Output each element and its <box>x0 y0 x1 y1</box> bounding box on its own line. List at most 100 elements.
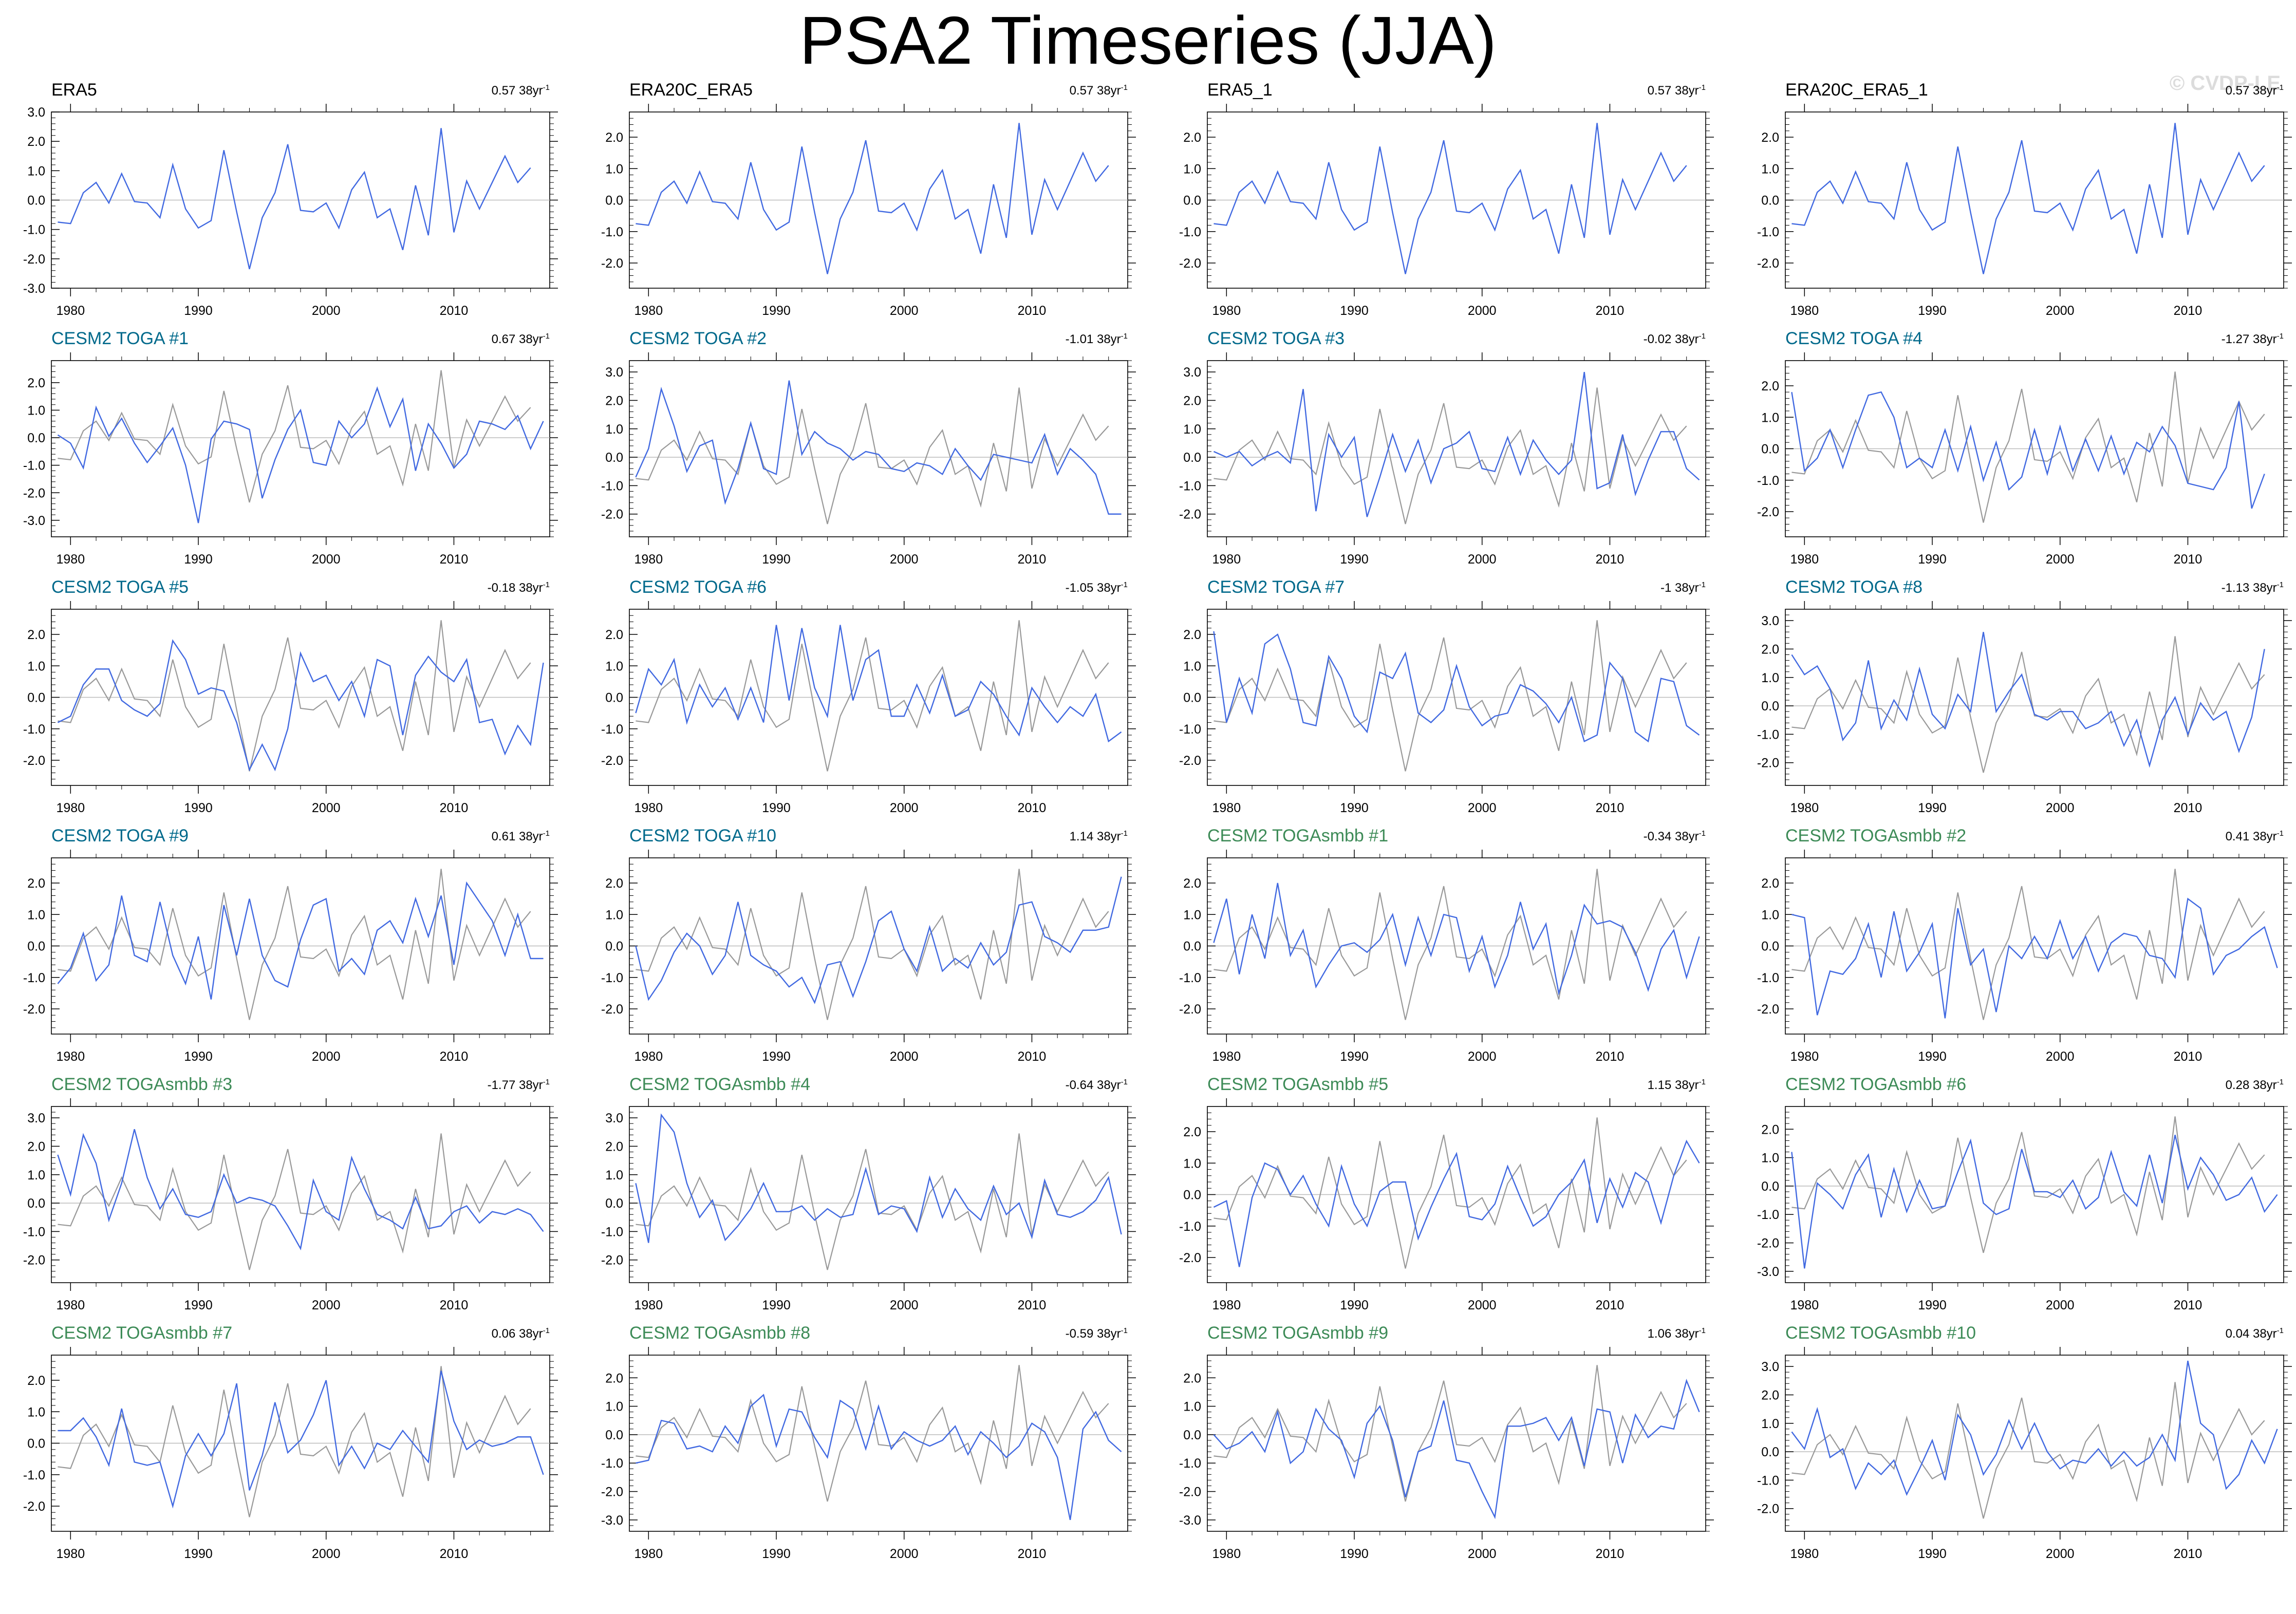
chart-panel: CESM2 TOGAsmbb #2 0.41 38yr-1 2.0 1.0 0.0 -1.… <box>1757 826 2292 1064</box>
trend-unit: 38yr-1 <box>515 83 550 98</box>
y-tick-label: -1.0 <box>601 971 623 985</box>
panel-trend: -1.01 38yr-1 <box>1066 332 1128 347</box>
reference-series-line <box>1214 1117 1687 1269</box>
y-tick-label: 0.0 <box>27 1437 45 1451</box>
reference-series-line <box>636 1365 1109 1502</box>
y-tick-label: -2.0 <box>1179 256 1201 271</box>
trend-unit: 38yr-1 <box>2249 332 2284 346</box>
y-tick-label: -1.0 <box>1179 1219 1201 1234</box>
y-tick-label: -2.0 <box>1179 1251 1201 1265</box>
chart-panel: CESM2 TOGA #6 -1.05 38yr-1 2.0 1.0 0.0 -1.0 -2… <box>601 577 1136 815</box>
y-tick-label: 1.0 <box>1761 1417 1779 1431</box>
y-tick-label: -1.0 <box>1757 1208 1779 1222</box>
y-tick-label: 2.0 <box>1183 876 1201 891</box>
series-line <box>1791 632 2265 768</box>
panel-title: CESM2 TOGA #5 <box>51 577 189 597</box>
x-tick-label: 1980 <box>56 552 85 567</box>
x-tick-label: 2010 <box>440 1049 469 1064</box>
y-tick-label: 1.0 <box>27 659 45 673</box>
x-tick-label: 2000 <box>890 801 919 815</box>
x-tick-label: 2010 <box>2174 801 2202 815</box>
y-tick-label: 3.0 <box>27 1111 45 1125</box>
y-tick-label: 1.0 <box>605 908 623 922</box>
chart-panel: CESM2 TOGA #8 -1.13 38yr-1 3.0 2.0 1.0 0.0 -1.… <box>1757 577 2292 815</box>
chart-panel: CESM2 TOGA #9 0.61 38yr-1 2.0 1.0 0.0 -1.0 -2.… <box>23 826 558 1064</box>
x-tick-label: 2000 <box>2046 552 2075 567</box>
panel-trend: 0.57 38yr-1 <box>1070 83 1128 98</box>
y-tick-label: 1.0 <box>27 1168 45 1183</box>
reference-series-line <box>636 620 1109 772</box>
chart-panel: CESM2 TOGA #1 0.67 38yr-1 2.0 1.0 0.0 -1.0 -2.… <box>23 329 558 567</box>
panel-title: CESM2 TOGAsmbb #1 <box>1207 826 1389 846</box>
panel-plot: 2.0 1.0 0.0 -1.0 -2.0 1980 1990 2000 2010 <box>601 850 1136 1064</box>
x-tick-label: 1990 <box>184 801 213 815</box>
series-line <box>1213 631 1700 743</box>
y-tick-label: 0.0 <box>1761 442 1779 457</box>
reference-series-line <box>1791 371 2265 523</box>
y-tick-label: -2.0 <box>1757 256 1779 271</box>
y-tick-label: 1.0 <box>1183 1400 1201 1414</box>
x-tick-label: 1990 <box>1918 1049 1947 1064</box>
y-tick-label: 2.0 <box>1183 1125 1201 1139</box>
x-tick-label: 1980 <box>1790 801 1819 815</box>
series-line <box>57 639 544 772</box>
plot-frame <box>1785 609 2284 786</box>
x-tick-label: 1990 <box>1340 304 1369 318</box>
chart-panel: CESM2 TOGAsmbb #5 1.15 38yr-1 2.0 1.0 0.0 -1.… <box>1179 1075 1714 1312</box>
panel-plot: 2.0 1.0 0.0 -1.0 -2.0 1980 1990 2000 2010 <box>1757 104 2292 318</box>
y-tick-label: -1.0 <box>23 223 45 237</box>
trend-value: 0.57 <box>2225 84 2250 98</box>
panel-plot: 2.0 1.0 0.0 -1.0 -2.0 -3.0 1980 1990 2000 2010 <box>601 1347 1136 1561</box>
panel-title: CESM2 TOGA #9 <box>51 826 189 846</box>
y-tick-label: 0.0 <box>605 1428 623 1442</box>
x-tick-label: 1980 <box>1790 1547 1819 1561</box>
x-tick-label: 1980 <box>56 801 85 815</box>
reference-series-line <box>58 620 531 772</box>
y-tick-label: -2.0 <box>1757 1236 1779 1251</box>
panel-trend: -0.64 38yr-1 <box>1066 1078 1128 1093</box>
plot-frame <box>51 360 550 537</box>
trend-value: 1.15 <box>1647 1078 1672 1092</box>
chart-panel: CESM2 TOGAsmbb #10 0.04 38yr-1 3.0 2.0 1.0 0.… <box>1757 1323 2292 1561</box>
y-tick-label: -2.0 <box>601 508 623 522</box>
y-tick-label: 1.0 <box>1183 659 1201 673</box>
panel-title: CESM2 TOGAsmbb #9 <box>1207 1323 1389 1343</box>
series-line <box>636 123 1109 274</box>
y-tick-label: 2.0 <box>27 1139 45 1154</box>
trend-value: -1.77 <box>487 1078 516 1092</box>
series-line <box>1791 1360 2278 1496</box>
x-tick-label: 2010 <box>440 801 469 815</box>
y-tick-label: 2.0 <box>1183 130 1201 145</box>
trend-unit: 38yr-1 <box>2249 580 2284 595</box>
panel-plot: 2.0 1.0 0.0 -1.0 -2.0 -3.0 1980 1990 2000 2010 <box>23 352 558 567</box>
series-line <box>635 1113 1122 1243</box>
panel-trend: -0.18 38yr-1 <box>488 580 550 595</box>
panel-title: ERA5_1 <box>1207 80 1273 100</box>
panel-trend: -1.27 38yr-1 <box>2222 332 2284 347</box>
x-tick-label: 1990 <box>184 1298 213 1312</box>
x-tick-label: 2010 <box>2174 304 2202 318</box>
panel-title: ERA5 <box>51 80 97 100</box>
panel-trend: -0.02 38yr-1 <box>1644 332 1706 347</box>
x-tick-label: 2000 <box>890 1547 919 1561</box>
y-tick-label: -2.0 <box>601 1253 623 1268</box>
y-tick-label: 2.0 <box>1761 130 1779 145</box>
chart-panel: ERA20C_ERA5 0.57 38yr-1 2.0 1.0 0.0 -1.0 -2.0 1… <box>601 80 1136 318</box>
y-tick-label: -1.0 <box>1757 727 1779 742</box>
x-tick-label: 1990 <box>1340 1298 1369 1312</box>
x-tick-label: 1990 <box>184 1547 213 1561</box>
y-tick-label: 3.0 <box>605 365 623 380</box>
y-tick-label: 2.0 <box>1761 642 1779 656</box>
y-tick-label: 0.0 <box>27 691 45 705</box>
panel-title: CESM2 TOGA #2 <box>629 329 767 348</box>
y-tick-label: 1.0 <box>1183 162 1201 176</box>
x-tick-label: 1990 <box>1918 1547 1947 1561</box>
x-tick-label: 1990 <box>762 1049 791 1064</box>
y-tick-label: -2.0 <box>601 256 623 271</box>
chart-panel: ERA20C_ERA5_1 0.57 38yr-1 2.0 1.0 0.0 -1.0 -2.… <box>1757 80 2292 318</box>
x-tick-label: 2000 <box>1468 304 1497 318</box>
y-tick-label: 1.0 <box>27 908 45 922</box>
trend-unit: 38yr-1 <box>2249 829 2284 843</box>
panel-title: CESM2 TOGAsmbb #10 <box>1785 1323 1976 1343</box>
trend-unit: 38yr-1 <box>1671 83 1706 98</box>
